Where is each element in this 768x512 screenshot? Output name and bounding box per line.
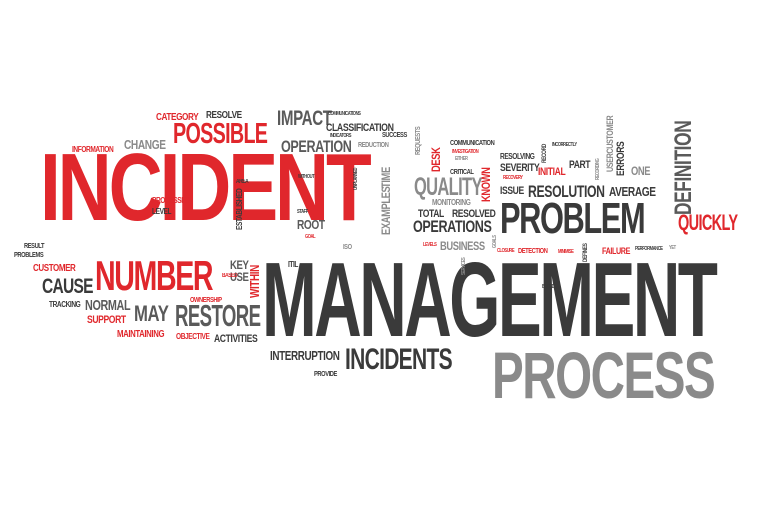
word-communication: COMMUNICATION xyxy=(450,140,495,147)
word-average: AVERAGE xyxy=(609,184,656,199)
word-record: RECORD xyxy=(542,144,548,163)
word-quickly: QUICKLY xyxy=(678,210,738,235)
word-result: RESULT xyxy=(24,243,45,250)
word-reduction: REDUCTION xyxy=(358,142,389,149)
word-based: BASED xyxy=(222,273,238,279)
word-process: PROCESS xyxy=(492,338,716,412)
word-definition: DEFINITION xyxy=(670,120,697,215)
word-quality: QUALITY xyxy=(414,173,482,201)
word-without: WITHOUT xyxy=(298,174,315,180)
word-classification: CLASSIFICATION xyxy=(326,122,394,134)
word-incident: INCIDENT xyxy=(40,134,372,241)
word-investigation: INVESTIGATION xyxy=(452,149,479,155)
word-total: TOTAL xyxy=(418,208,444,220)
word-recording: RECORDING xyxy=(595,158,601,180)
word-closure: CLOSURE xyxy=(497,248,515,254)
word-yet: YET xyxy=(669,245,676,251)
word-based-2: BASED xyxy=(542,284,555,290)
word-established: ESTABLISHED xyxy=(235,188,244,230)
word-maintaining: MAINTAINING xyxy=(117,329,165,340)
word-use: USE xyxy=(230,270,249,284)
word-area: AREA xyxy=(236,179,249,185)
word-restore: RESTORE xyxy=(175,298,261,333)
word-usercustomer: USERCUSTOMER xyxy=(605,115,615,172)
word-levels: LEVELS xyxy=(423,242,437,248)
word-iso: ISO xyxy=(343,244,352,251)
word-key: KEY xyxy=(230,258,249,272)
word-management: MANAGEMENT xyxy=(262,241,718,359)
word-goals: GOALS xyxy=(492,235,498,248)
word-itil: ITIL xyxy=(288,260,299,269)
word-part: PART xyxy=(569,159,591,171)
word-either: EITHER xyxy=(455,156,468,162)
word-failure: FAILURE xyxy=(602,246,631,256)
word-problems: PROBLEMS xyxy=(14,252,44,259)
word-defines: DEFINES xyxy=(583,243,589,262)
word-resolving: RESOLVING xyxy=(500,152,535,161)
word-services: SERVICES xyxy=(461,257,467,275)
word-ownership: OWNERSHIP xyxy=(190,297,222,304)
word-examples: EXAMPLES xyxy=(379,186,393,235)
word-requests: REQUESTS xyxy=(415,126,422,155)
word-change: CHANGE xyxy=(124,137,166,152)
word-objective: OBJECTIVE xyxy=(176,332,210,341)
word-may: MAY xyxy=(134,301,169,326)
word-possible: POSSIBLE xyxy=(173,118,268,150)
word-issue: ISSUE xyxy=(500,185,524,197)
word-activities: ACTIVITIES xyxy=(214,333,258,345)
word-operations: OPERATIONS xyxy=(413,217,492,236)
word-operation: OPERATION xyxy=(281,137,352,156)
word-one: ONE xyxy=(631,164,651,178)
word-cause: CAUSE xyxy=(42,275,93,298)
word-processes: PROCESSES xyxy=(152,196,190,205)
word-known: KNOWN xyxy=(479,167,493,202)
word-within: WITHIN xyxy=(247,265,262,298)
word-critical: CRITICAL xyxy=(450,169,474,176)
word-time: TIME xyxy=(379,167,393,188)
word-information: INFORMATION xyxy=(72,145,114,154)
word-indicators: INDICATORS xyxy=(330,133,352,139)
word-severity: SEVERITY xyxy=(500,162,540,174)
word-staff: STAFF xyxy=(297,209,308,215)
word-support: SUPPORT xyxy=(87,314,126,326)
word-level: LEVEL xyxy=(152,207,172,216)
word-communications: COMMUNICATIONS xyxy=(328,111,361,117)
word-resolve: RESOLVE xyxy=(206,110,242,121)
word-provide: PROVIDE xyxy=(314,371,337,378)
word-tracking: TRACKING xyxy=(49,300,81,309)
word-errors: ERRORS xyxy=(615,141,627,176)
word-normal: NORMAL xyxy=(85,297,131,314)
word-goal: GOAL xyxy=(305,234,316,240)
word-recovery: RECOVERY xyxy=(503,175,523,181)
word-monitoring: MONITORING xyxy=(432,198,471,207)
word-detection: DETECTION xyxy=(518,248,548,255)
word-incidents: INCIDENTS xyxy=(345,343,453,376)
word-resolved: RESOLVED xyxy=(452,208,496,220)
word-unplanned: UNPLANNED xyxy=(353,167,359,190)
word-desk: DESK xyxy=(429,147,443,172)
word-resolution: RESOLUTION xyxy=(528,182,605,201)
word-business: BUSINESS xyxy=(440,239,485,253)
word-number: NUMBER xyxy=(95,252,214,299)
word-impact: IMPACT xyxy=(277,107,332,130)
word-initial: INITIAL xyxy=(538,166,566,178)
word-root: ROOT xyxy=(297,217,325,232)
word-interruption: INTERRUPTION xyxy=(270,348,340,363)
word-customer: CUSTOMER xyxy=(33,263,76,274)
word-success: SUCCESS xyxy=(382,132,407,139)
word-performance: PERFORMANCE xyxy=(635,246,663,252)
word-category: CATEGORY xyxy=(156,112,199,123)
word-problem: PROBLEM xyxy=(500,194,646,243)
word-incorrectly: INCORRECTLY xyxy=(552,142,577,148)
word-minimise: MINIMISE xyxy=(558,249,574,255)
